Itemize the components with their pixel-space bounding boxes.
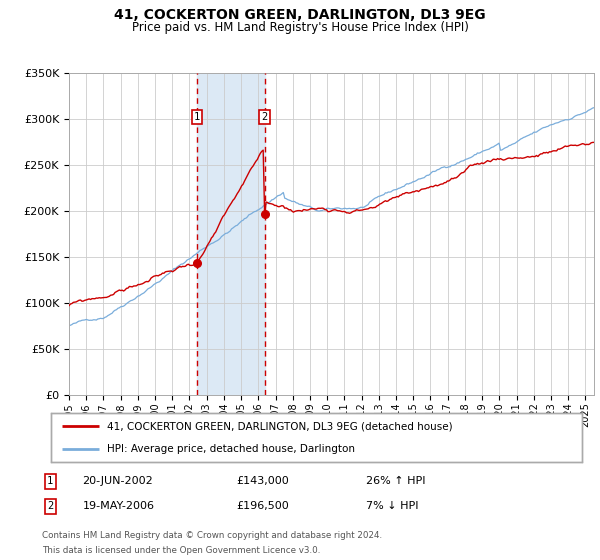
Text: 1: 1 (194, 112, 200, 122)
Text: 1: 1 (47, 477, 53, 487)
Text: Contains HM Land Registry data © Crown copyright and database right 2024.: Contains HM Land Registry data © Crown c… (42, 530, 382, 539)
Text: 7% ↓ HPI: 7% ↓ HPI (366, 501, 419, 511)
Text: £196,500: £196,500 (236, 501, 289, 511)
Text: 2: 2 (262, 112, 268, 122)
Bar (197, 73, 265, 395)
Text: HPI: Average price, detached house, Darlington: HPI: Average price, detached house, Darl… (107, 444, 355, 454)
Text: 2: 2 (47, 501, 53, 511)
Text: 41, COCKERTON GREEN, DARLINGTON, DL3 9EG (detached house): 41, COCKERTON GREEN, DARLINGTON, DL3 9EG… (107, 421, 452, 431)
Text: This data is licensed under the Open Government Licence v3.0.: This data is licensed under the Open Gov… (42, 546, 320, 555)
Text: 19-MAY-2006: 19-MAY-2006 (83, 501, 155, 511)
Text: 20-JUN-2002: 20-JUN-2002 (83, 477, 153, 487)
Text: £143,000: £143,000 (236, 477, 289, 487)
Text: 41, COCKERTON GREEN, DARLINGTON, DL3 9EG: 41, COCKERTON GREEN, DARLINGTON, DL3 9EG (114, 8, 486, 22)
Text: Price paid vs. HM Land Registry's House Price Index (HPI): Price paid vs. HM Land Registry's House … (131, 21, 469, 34)
Text: 26% ↑ HPI: 26% ↑ HPI (366, 477, 425, 487)
